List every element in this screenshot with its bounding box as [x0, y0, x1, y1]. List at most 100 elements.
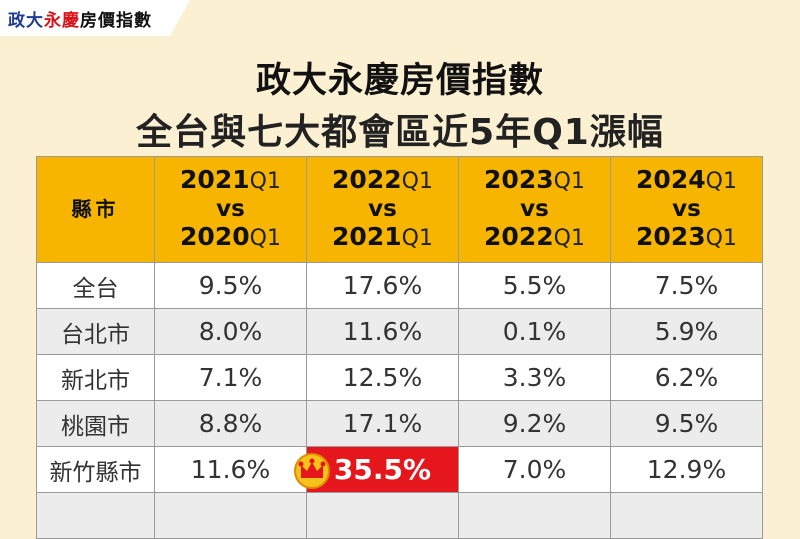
vs: vs [520, 196, 549, 222]
value: 7.0% [502, 455, 567, 484]
year: 2023 [484, 165, 554, 194]
table-row-partial [36, 492, 765, 539]
header-line: 2020Q1 [180, 223, 281, 253]
quarter: Q1 [553, 169, 585, 194]
header-line: 2022Q1 [332, 166, 433, 196]
value-cell: 0.1% [458, 308, 611, 355]
year: 2021 [180, 165, 250, 194]
empty-cell [36, 492, 155, 539]
value: 35.5% [333, 453, 432, 486]
value-cell: 17.1% [306, 400, 459, 447]
header-cell: 縣市 [36, 156, 155, 263]
table-row: 桃園市 8.8% 17.1% 9.2% 9.5% [36, 400, 765, 447]
value-cell: 8.8% [154, 400, 307, 447]
value: 3.3% [502, 363, 567, 392]
empty-cell [306, 492, 459, 539]
year: 2022 [332, 165, 402, 194]
header-cell: 2024Q1 vs 2023Q1 [610, 156, 763, 263]
value: 8.0% [198, 317, 263, 346]
table-body: 全台 9.5% 17.6% 5.5% 7.5% 台北市 8.0% 11.6% 0.1% 5.9% 新… [36, 262, 765, 539]
year: 2024 [636, 165, 706, 194]
vs: vs [672, 196, 701, 222]
quarter: Q1 [705, 169, 737, 194]
value-cell: 5.9% [610, 308, 763, 355]
quarter: Q1 [249, 169, 281, 194]
empty-cell [458, 492, 611, 539]
value-cell: 9.5% [154, 262, 307, 309]
value-cell: 11.6% [306, 308, 459, 355]
table-row: 新竹縣市 11.6% 35.5% 7.0% 12.9% [36, 446, 765, 493]
value-cell: 8.0% [154, 308, 307, 355]
logo-bg [0, 0, 190, 36]
value: 17.6% [342, 271, 423, 300]
corner-label: 縣市 [71, 197, 120, 221]
value-cell: 3.3% [458, 354, 611, 401]
empty-cell [154, 492, 307, 539]
table-row: 新北市 7.1% 12.5% 3.3% 6.2% [36, 354, 765, 401]
header-line: 2021Q1 [332, 223, 433, 253]
value: 6.2% [654, 363, 719, 392]
title: 政大永慶房價指數 [255, 61, 544, 101]
quarter: Q1 [249, 226, 281, 251]
header-line: 2023Q1 [484, 166, 585, 196]
year: 2020 [180, 222, 250, 251]
crown-icon [294, 453, 330, 489]
value: 11.6% [190, 455, 271, 484]
row-label: 全台 [36, 262, 155, 309]
value-cell: 7.1% [154, 354, 307, 401]
logo-part: 政大 [8, 11, 44, 31]
quarter: Q1 [553, 226, 585, 251]
value: 11.6% [342, 317, 423, 346]
value: 0.1% [502, 317, 567, 346]
row-label: 台北市 [36, 308, 155, 355]
vs: vs [368, 196, 397, 222]
value: 5.5% [502, 271, 567, 300]
logo-text: 政大永慶房價指數 [8, 6, 152, 31]
header-line: 2022Q1 [484, 223, 585, 253]
table: 縣市 2021Q1 vs 2020Q1 2022Q1 vs 2021Q1 2023Q1 vs 2… [36, 156, 765, 539]
logo: 政大永慶房價指數 [0, 0, 190, 36]
row-label: 新竹縣市 [36, 446, 155, 493]
highlight-cell: 35.5% [294, 446, 459, 493]
quarter: Q1 [401, 226, 433, 251]
value: 8.8% [198, 409, 263, 438]
value-cell: 5.5% [458, 262, 611, 309]
header-cell: 2023Q1 vs 2022Q1 [458, 156, 611, 263]
value-cell: 17.6% [306, 262, 459, 309]
subtitle: 全台與七大都會區近5年Q1漲幅 [136, 112, 664, 153]
value-cell: 9.2% [458, 400, 611, 447]
row-label: 新北市 [36, 354, 155, 401]
header-row: 縣市 2021Q1 vs 2020Q1 2022Q1 vs 2021Q1 2023Q1 vs 2… [36, 156, 765, 263]
value-cell: 12.5% [306, 354, 459, 401]
value: 7.1% [198, 363, 263, 392]
value-cell: 6.2% [610, 354, 763, 401]
value-cell: 12.9% [610, 446, 763, 493]
value: 12.9% [646, 455, 727, 484]
value: 9.5% [198, 271, 263, 300]
table-row: 全台 9.5% 17.6% 5.5% 7.5% [36, 262, 765, 309]
page: 政大永慶房價指數 政大永慶房價指數 全台與七大都會區近5年Q1漲幅 縣市 202… [0, 0, 763, 539]
vs: vs [216, 196, 245, 222]
value-cell: 11.6% [154, 446, 307, 493]
value: 7.5% [654, 271, 719, 300]
header-line: 2021Q1 [180, 166, 281, 196]
quarter: Q1 [401, 169, 433, 194]
value: 5.9% [654, 317, 719, 346]
value: 9.5% [654, 409, 719, 438]
year: 2021 [332, 222, 402, 251]
value-cell: 7.5% [610, 262, 763, 309]
header-cell: 2021Q1 vs 2020Q1 [154, 156, 307, 263]
logo-part: 房價指數 [80, 11, 152, 31]
year: 2022 [484, 222, 554, 251]
header-cell: 2022Q1 vs 2021Q1 [306, 156, 459, 263]
logo-part: 永慶 [44, 11, 80, 31]
value: 12.5% [342, 363, 423, 392]
table-row: 台北市 8.0% 11.6% 0.1% 5.9% [36, 308, 765, 355]
quarter: Q1 [705, 226, 737, 251]
value: 9.2% [502, 409, 567, 438]
header-line: 2024Q1 [636, 166, 737, 196]
value-cell: 7.0% [458, 446, 611, 493]
value: 17.1% [342, 409, 423, 438]
year: 2023 [636, 222, 706, 251]
row-label: 桃園市 [36, 400, 155, 447]
